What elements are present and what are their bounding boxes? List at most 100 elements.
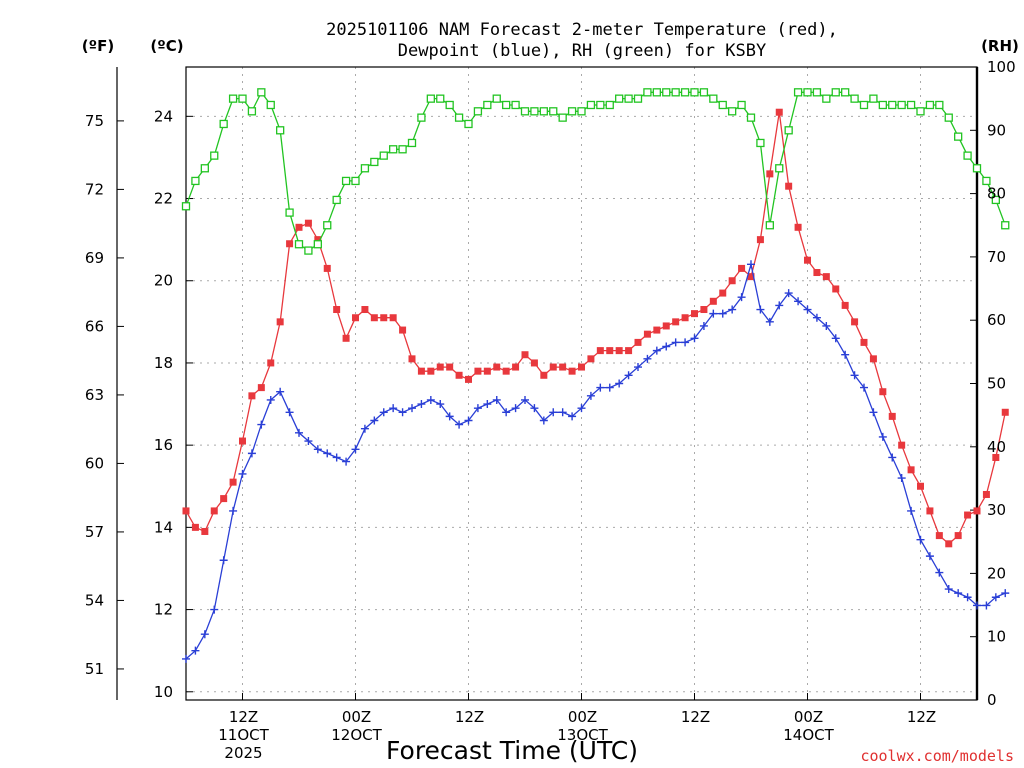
dewpoint-point [605, 383, 614, 392]
celsius-tick-label: 14 [154, 518, 173, 536]
dewpoint-point [841, 350, 850, 359]
x-tick-label: 14OCT [783, 726, 834, 744]
dewpoint-point [709, 309, 718, 318]
rh-point [728, 107, 737, 116]
dewpoint-point [521, 395, 529, 404]
temperature-point [945, 540, 953, 548]
temperature-point [982, 490, 990, 498]
temperature-point [841, 301, 849, 309]
x-tick-label: 00Z [568, 708, 597, 726]
rh-point [718, 100, 727, 110]
rh-point [228, 94, 238, 103]
rh-point [191, 176, 200, 186]
dewpoint-point [182, 654, 190, 663]
rh-point [596, 100, 605, 110]
dewpoint-point [822, 321, 831, 330]
temperature-point [446, 363, 454, 371]
rh-point [784, 126, 793, 135]
rh-point [709, 94, 718, 103]
rh-point [841, 88, 850, 97]
rh-point [746, 113, 756, 122]
dewpoint-line [185, 264, 1006, 660]
dewpoint-point [586, 391, 595, 400]
dewpoint-point [784, 289, 793, 298]
temperature-point [578, 363, 585, 371]
rh-point [737, 100, 746, 110]
rh-series [181, 88, 1010, 255]
rh-point [219, 119, 228, 129]
x-tick-label: 13OCT [557, 726, 608, 744]
temperature-point [860, 338, 868, 346]
rh-point [803, 88, 812, 97]
rh-point [916, 107, 925, 116]
rh-point [822, 94, 831, 103]
dewpoint-point [398, 408, 407, 417]
temperature-point [653, 326, 661, 334]
rh-axis-unit: (RH) [981, 37, 1019, 55]
rh-point [643, 88, 652, 97]
rh-point [332, 195, 341, 205]
temperature-point [427, 367, 435, 375]
grid-lines [186, 67, 977, 700]
rh-point [972, 164, 982, 173]
dewpoint-point [671, 338, 680, 347]
temperature-point [954, 532, 962, 540]
dewpoint-point [200, 630, 209, 639]
dewpoint-point [963, 593, 972, 602]
rh-point [436, 94, 445, 103]
fahrenheit-axis-unit: (ºF) [82, 37, 114, 55]
rh-point [859, 100, 869, 110]
dewpoint-point [257, 420, 266, 429]
rh-point [831, 88, 840, 97]
temperature-point [804, 256, 811, 264]
temperature-point [549, 363, 557, 371]
dewpoint-point [925, 552, 934, 561]
temperature-point [728, 277, 736, 285]
rh-point [906, 100, 916, 110]
rh-point [878, 100, 887, 110]
rh-tick-label: 0 [987, 691, 997, 709]
temperature-point [643, 330, 651, 338]
temperature-point [766, 170, 774, 178]
rh-point [200, 164, 209, 173]
rh-point [869, 94, 878, 103]
dewpoint-point [210, 605, 219, 614]
dewpoint-point [878, 432, 887, 441]
temperature-point [822, 273, 830, 281]
rh-point [313, 240, 322, 249]
dewpoint-point [530, 404, 539, 413]
temperature-point [370, 314, 378, 322]
dewpoint-point [313, 445, 322, 454]
temperature-point [521, 351, 529, 359]
temperature-point [756, 236, 764, 244]
temperature-point [587, 355, 595, 363]
dewpoint-point [643, 354, 652, 363]
temperature-point [1001, 408, 1009, 416]
temperature-point [267, 359, 275, 367]
celsius-tick-label: 16 [154, 436, 173, 454]
rh-point [464, 119, 473, 129]
rh-point [624, 94, 633, 103]
rh-point [680, 88, 690, 97]
temperature-point [530, 359, 538, 367]
temperature-point [474, 367, 482, 375]
temperature-point [681, 314, 689, 322]
fahrenheit-tick-label: 72 [85, 180, 104, 198]
rh-point [605, 100, 614, 110]
temperature-point [700, 306, 708, 314]
rh-point [483, 100, 492, 110]
celsius-tick-label: 22 [154, 190, 173, 208]
credit-text[interactable]: coolwx.com/models [860, 747, 1014, 765]
dewpoint-point [219, 556, 228, 565]
temperature-point [201, 527, 209, 535]
temperature-point [286, 240, 294, 248]
temperature-point [596, 347, 604, 355]
fahrenheit-tick-label: 69 [85, 249, 104, 267]
rh-point [567, 107, 577, 116]
rh-point [417, 113, 426, 122]
temperature-point [935, 532, 943, 540]
temperature-point [898, 441, 906, 449]
rh-point [954, 132, 963, 141]
x-axis-label: Forecast Time (UTC) [386, 736, 638, 765]
temperature-point [672, 318, 680, 326]
